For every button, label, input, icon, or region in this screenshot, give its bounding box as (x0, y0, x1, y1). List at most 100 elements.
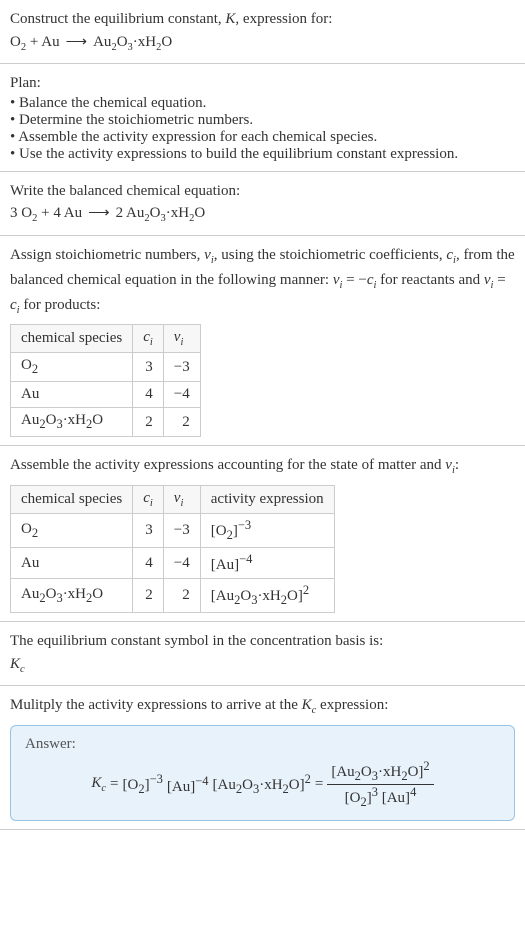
activity-table: chemical species ci νi activity expressi… (10, 485, 335, 613)
c-hdr2: c (143, 490, 150, 506)
title-k: K (225, 11, 235, 27)
cell-species: Au2O3·xH2O (11, 579, 133, 613)
col-ci: ci (133, 486, 164, 514)
table-row: Au4−4 (11, 382, 201, 408)
coef-1: 3 (10, 205, 21, 221)
plan-item: Balance the chemical equation. (10, 95, 515, 112)
mult-t1: Mulitply the activity expressions to arr… (10, 697, 302, 713)
table-header-row: chemical species ci νi activity expressi… (11, 486, 335, 514)
cell-species: Au2O3·xH2O (11, 408, 133, 437)
assign-t4: for reactants and (376, 272, 483, 288)
unbalanced-equation: O2 + Au⟶Au2O3·xH2O (10, 31, 515, 56)
plan-label: Plan: (10, 72, 515, 95)
arrow-icon: ⟶ (82, 202, 116, 225)
col-species: chemical species (11, 486, 133, 514)
nu3: ν (484, 272, 491, 288)
cell-v: 2 (163, 408, 200, 437)
multiply-text: Mulitply the activity expressions to arr… (10, 694, 515, 719)
plus: + (26, 34, 41, 50)
title-line: Construct the equilibrium constant, K, e… (10, 8, 515, 31)
cell-activity: [Au]−4 (200, 548, 334, 579)
plan-item: Assemble the activity expression for eac… (10, 129, 515, 146)
au-text2: Au (126, 205, 144, 221)
v-hdr2-sub: i (180, 498, 183, 509)
hydrate-text: ·xH (166, 205, 189, 221)
section-balanced: Write the balanced chemical equation: 3 … (0, 172, 525, 236)
plan-list: Balance the chemical equation. Determine… (10, 95, 515, 163)
au-text: Au (93, 34, 111, 50)
fraction-denominator: [O2]3 [Au]4 (341, 785, 421, 810)
o-text: O (10, 34, 21, 50)
col-ci: ci (133, 325, 164, 353)
cell-c: 4 (133, 548, 164, 579)
answer-box: Answer: Kc = [O2]−3 [Au]−4 [Au2O3·xH2O]2… (10, 725, 515, 821)
kc-text: The equilibrium constant symbol in the c… (10, 630, 515, 653)
product-au2o3: Au2O3·xH2O (93, 34, 172, 50)
plan-item: Use the activity expressions to build th… (10, 146, 515, 163)
cell-species: O2 (11, 353, 133, 382)
kc-k: K (10, 656, 20, 672)
stoich-table: chemical species ci νi O23−3 Au4−4 Au2O3… (10, 324, 201, 437)
nu: ν (204, 247, 211, 263)
balanced-equation: 3 O2 + 4 Au⟶2 Au2O3·xH2O (10, 202, 515, 227)
assign-t1: Assign stoichiometric numbers, (10, 247, 204, 263)
reactant-o2: O2 (10, 34, 26, 50)
term-o2: [O2]−3 (123, 772, 163, 797)
kc-symbol: Kc (10, 653, 515, 678)
assign-t5: for products: (20, 297, 101, 313)
au-text: Au (64, 205, 82, 221)
section-plan: Plan: Balance the chemical equation. Det… (0, 64, 525, 172)
ans-k-sub: c (101, 783, 106, 794)
cell-v: −4 (163, 548, 200, 579)
ci2: c (367, 272, 374, 288)
table-row: Au2O3·xH2O22[Au2O3·xH2O]2 (11, 579, 335, 613)
term-au: [Au]−4 (167, 774, 209, 796)
hydrate-text: ·xH (133, 34, 156, 50)
cell-v: −3 (163, 514, 200, 548)
nu4: ν (445, 457, 452, 473)
table-row: Au4−4[Au]−4 (11, 548, 335, 579)
cell-c: 2 (133, 579, 164, 613)
reactant-au: Au (41, 34, 59, 50)
rel-r: = − (342, 272, 366, 288)
section-activity: Assemble the activity expressions accoun… (0, 446, 525, 622)
cell-activity: [Au2O3·xH2O]2 (200, 579, 334, 613)
section-assign: Assign stoichiometric numbers, νi, using… (0, 236, 525, 446)
ci: c (446, 247, 453, 263)
cell-c: 2 (133, 408, 164, 437)
table-row: O23−3[O2]−3 (11, 514, 335, 548)
plan-item: Determine the stoichiometric numbers. (10, 112, 515, 129)
answer-equation: Kc = [O2]−3 [Au]−4 [Au2O3·xH2O]2 = [Au2O… (25, 759, 500, 810)
table-row: O23−3 (11, 353, 201, 382)
cell-species: O2 (11, 514, 133, 548)
table-header-row: chemical species ci νi (11, 325, 201, 353)
assign-t2: , using the stoichiometric coefficients, (214, 247, 447, 263)
kc-k2: K (302, 697, 312, 713)
equals: = (315, 776, 323, 793)
kc-sub: c (20, 664, 25, 675)
asm-t2: : (455, 457, 459, 473)
rel-p: = (493, 272, 505, 288)
table-row: Au2O3·xH2O22 (11, 408, 201, 437)
cell-v: −4 (163, 382, 200, 408)
equals: = (110, 776, 118, 793)
cell-activity: [O2]−3 (200, 514, 334, 548)
title-suffix: , expression for: (235, 11, 332, 27)
plus: + (37, 205, 53, 221)
cell-v: 2 (163, 579, 200, 613)
c-hdr-sub: i (150, 337, 153, 348)
term-au2o3: [Au2O3·xH2O]2 (213, 772, 311, 797)
cell-v: −3 (163, 353, 200, 382)
o-text2: O (117, 34, 128, 50)
cell-species: Au (11, 548, 133, 579)
col-vi: νi (163, 325, 200, 353)
col-activity: activity expression (200, 486, 334, 514)
asm-t1: Assemble the activity expressions accoun… (10, 457, 445, 473)
answer-label: Answer: (25, 736, 500, 753)
o-text2: O (150, 205, 161, 221)
cell-species: Au (11, 382, 133, 408)
section-answer: Mulitply the activity expressions to arr… (0, 686, 525, 830)
balanced-label: Write the balanced chemical equation: (10, 180, 515, 203)
section-title: Construct the equilibrium constant, K, e… (0, 0, 525, 64)
title-prefix: Construct the equilibrium constant, (10, 11, 225, 27)
